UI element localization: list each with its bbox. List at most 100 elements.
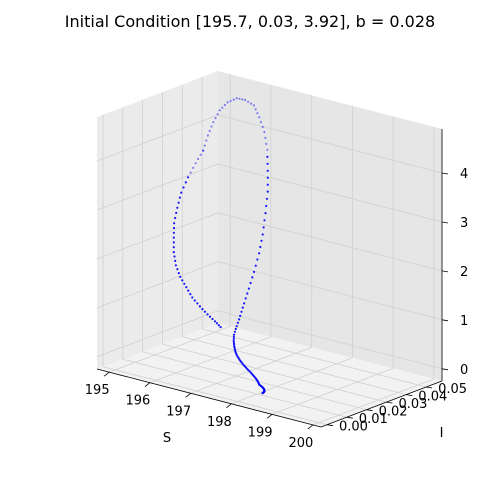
- x-tick-mark: [307, 424, 314, 430]
- z-tick-label: 4: [460, 167, 468, 182]
- x-tick-mark: [185, 392, 191, 398]
- data-point: [218, 109, 221, 112]
- data-point: [243, 302, 246, 305]
- x-tick-label: 196: [125, 394, 150, 409]
- data-point-trace: [233, 343, 236, 346]
- chart-title: Initial Condition [195.7, 0.03, 3.92], b…: [64, 12, 436, 31]
- data-point-trace: [187, 289, 190, 292]
- data-point: [232, 339, 235, 343]
- data-point: [185, 286, 188, 289]
- y-tick-mark: [406, 394, 413, 396]
- grid-line-z: [217, 114, 443, 174]
- data-point-trace: [216, 113, 219, 116]
- z-tick-mark: [441, 172, 449, 175]
- series-0: [202, 97, 269, 395]
- grid-line-y: [182, 336, 407, 395]
- data-point-trace: [263, 219, 266, 222]
- data-point-trace: [172, 231, 175, 234]
- data-point-trace: [232, 335, 235, 338]
- data-point: [266, 169, 269, 172]
- data-point: [252, 270, 256, 273]
- data-point-trace: [260, 239, 263, 242]
- z-tick-label: 3: [460, 216, 468, 231]
- data-point-trace: [241, 98, 244, 101]
- y-tick-label: 0.02: [379, 405, 408, 420]
- data-point-trace: [214, 117, 217, 120]
- data-point-trace: [265, 142, 268, 145]
- data-point-trace: [178, 196, 181, 199]
- x-tick-label: 198: [207, 415, 232, 430]
- data-point-trace: [175, 211, 178, 214]
- data-point-trace: [246, 292, 249, 295]
- data-point: [198, 305, 201, 308]
- data-point: [179, 275, 182, 278]
- data-point: [261, 233, 264, 236]
- z-tick-label: 1: [460, 314, 468, 329]
- data-point-trace: [249, 102, 253, 105]
- y-axis-line: [320, 380, 443, 428]
- data-point-trace: [174, 216, 177, 220]
- grid-line-z: [217, 261, 443, 321]
- data-point-trace: [181, 279, 184, 282]
- data-point-trace: [232, 341, 235, 344]
- data-point-trace: [249, 281, 252, 285]
- data-point-trace: [244, 297, 247, 300]
- data-point-trace: [240, 310, 243, 313]
- grid-line-z: [96, 212, 219, 260]
- data-point-trace: [211, 317, 214, 321]
- data-point-trace: [266, 176, 269, 179]
- grid-line-z: [217, 310, 443, 370]
- data-point-trace: [264, 136, 267, 139]
- data-point-trace: [251, 276, 254, 279]
- data-point-trace: [182, 186, 185, 189]
- data-point: [232, 333, 236, 336]
- data-point-trace: [232, 337, 235, 340]
- data-point: [258, 252, 261, 255]
- x-tick-label: 199: [248, 425, 273, 440]
- data-point-trace: [215, 322, 218, 325]
- data-point: [235, 97, 238, 100]
- x-tick-mark: [144, 382, 151, 388]
- axis-lines: [96, 129, 443, 428]
- data-point: [252, 104, 255, 107]
- z-tick-label: 2: [460, 265, 468, 280]
- data-point-trace: [266, 183, 269, 186]
- data-point: [172, 251, 175, 254]
- grid-line-x: [271, 367, 394, 415]
- data-point-trace: [189, 171, 192, 174]
- x-tick-mark: [103, 371, 110, 377]
- data-point: [206, 134, 209, 137]
- data-point: [258, 116, 261, 119]
- grid: [96, 74, 443, 426]
- data-point-trace: [233, 330, 236, 333]
- data-point-trace: [262, 226, 265, 229]
- grid-line-y: [102, 366, 328, 426]
- data-point: [186, 176, 190, 179]
- data-point-trace: [217, 324, 220, 327]
- grid-line-x: [149, 336, 272, 384]
- data-point: [174, 264, 177, 267]
- data-point: [239, 314, 242, 317]
- data-point: [172, 236, 175, 239]
- series-1: [172, 149, 222, 329]
- grid-line-y: [201, 328, 427, 388]
- pane-side: [97, 71, 218, 369]
- data-point: [212, 121, 215, 124]
- data-point-trace: [177, 272, 180, 275]
- data-point-trace: [173, 255, 176, 258]
- z-tick-label: 0: [460, 363, 468, 378]
- z-tick-mark: [441, 368, 449, 371]
- grid-line-z: [96, 261, 219, 309]
- grid-line-z: [217, 163, 443, 223]
- y-axis-label: I: [440, 426, 444, 441]
- data-point: [191, 296, 194, 299]
- x-tick-mark: [266, 413, 273, 419]
- x-tick-label: 195: [85, 383, 110, 398]
- data-point-trace: [199, 153, 202, 156]
- grid-line-y: [162, 343, 387, 403]
- data-point-trace: [197, 157, 200, 161]
- data-point-trace: [265, 204, 268, 208]
- y-tick-label: 0.04: [418, 390, 447, 405]
- z-tick-mark: [441, 270, 449, 273]
